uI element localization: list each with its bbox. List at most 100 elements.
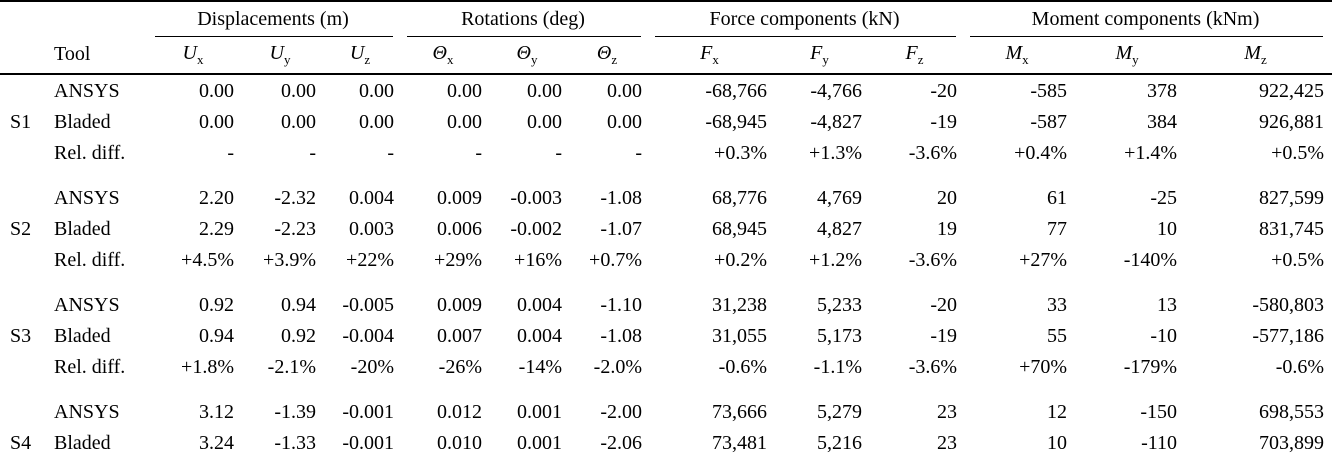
col-header-uy: Uy <box>242 37 324 75</box>
table-cell: 0.00 <box>199 110 234 133</box>
table-cell: 12 <box>1047 400 1068 423</box>
table-cell: - <box>387 141 394 164</box>
col-header-fy: Fy <box>775 37 870 75</box>
table-cell: -2.00 <box>600 400 642 423</box>
tool-cell: Rel. diff. <box>54 248 126 271</box>
tool-cell: Rel. diff. <box>54 355 126 378</box>
table-cell: +4.5% <box>181 248 234 271</box>
table-cell: 0.012 <box>437 400 482 423</box>
table-cell: -20 <box>930 79 958 102</box>
col-header-mx: Mx <box>965 37 1076 75</box>
table-cell: -1.39 <box>274 400 316 423</box>
tool-cell: Bladed <box>54 217 111 240</box>
group-header-row: Displacements (m) Rotations (deg) Force … <box>0 1 1332 37</box>
table-cell: -150 <box>1140 400 1178 423</box>
table-cell: 0.92 <box>199 293 234 316</box>
table-cell: -1.08 <box>600 324 642 347</box>
table-cell: 73,481 <box>712 431 767 454</box>
table-cell: 5,173 <box>817 324 862 347</box>
table-cell: -2.1% <box>267 355 316 378</box>
table-cell: -20% <box>350 355 394 378</box>
col-header-fz: Fz <box>870 37 966 75</box>
table-cell: +1.2% <box>809 248 862 271</box>
table-cell: -0.6% <box>718 355 767 378</box>
table-cell: 31,238 <box>712 293 767 316</box>
table-cell: -0.6% <box>1275 355 1325 378</box>
table-cell: 384 <box>1147 110 1178 133</box>
table-cell: 5,216 <box>817 431 862 454</box>
table-cell: - <box>227 141 234 164</box>
table-cell: - <box>475 141 482 164</box>
table-cell: 0.006 <box>437 217 482 240</box>
table-cell: 827,599 <box>1259 186 1325 209</box>
table-cell: -1.1% <box>813 355 862 378</box>
col-header-uz: Uz <box>324 37 402 75</box>
table-cell: -3.6% <box>908 141 958 164</box>
table-cell: +3.1% <box>870 459 965 465</box>
table-cell: 3.24 <box>199 431 234 454</box>
table-cell: 5,233 <box>817 293 862 316</box>
table-cell: -0.3% <box>650 459 775 465</box>
table-cell: -20% <box>490 459 570 465</box>
table-cell: 698,553 <box>1259 400 1325 423</box>
table-cell: 73,666 <box>712 400 767 423</box>
table-row: Rel. diff. +3.7% -4.4% -30% -22% -20% +2… <box>0 459 1332 465</box>
table-cell: +0.3% <box>714 141 767 164</box>
table-cell: 0.004 <box>517 293 562 316</box>
tool-cell: ANSYS <box>54 186 120 209</box>
group-header-moments: Moment components (kNm) <box>965 1 1332 37</box>
table-cell: 3.12 <box>199 400 234 423</box>
table-row: S3 ANSYS 0.92 0.94 -0.005 0.009 0.004 -1… <box>0 276 1332 347</box>
table-row: Rel. diff. +4.5% +3.9% +22% +29% +16% +0… <box>0 245 1332 276</box>
group-header-forces: Force components (kN) <box>650 1 965 37</box>
table-row: S1 ANSYS 0.00 0.00 0.00 0.00 0.00 0.00 -… <box>0 74 1332 133</box>
table-cell: 0.94 <box>281 293 316 316</box>
table-cell: 4,769 <box>817 186 862 209</box>
section-label: S2 <box>10 217 32 240</box>
table-cell: 703,899 <box>1259 431 1325 454</box>
table-row: Bladed 0.00 0.00 0.00 0.00 0.00 0.00 -68… <box>0 107 1332 138</box>
tool-cell: ANSYS <box>54 400 120 423</box>
table-cell: +70% <box>1019 355 1068 378</box>
table-cell: 926,881 <box>1259 110 1325 133</box>
table-cell: 68,945 <box>712 217 767 240</box>
table-cell: +22% <box>346 248 394 271</box>
table-cell: -68,945 <box>705 110 767 133</box>
table-cell: -20 <box>930 293 958 316</box>
table-cell: 77 <box>1047 217 1068 240</box>
section-label: S1 <box>10 110 32 133</box>
table-cell: 2.29 <box>199 217 234 240</box>
table-cell: -0.003 <box>510 186 562 209</box>
table-cell: -14% <box>518 355 562 378</box>
table-cell: 19 <box>937 217 958 240</box>
table-cell: 0.009 <box>437 293 482 316</box>
table-cell: -577,186 <box>1252 324 1325 347</box>
table-cell: +0.4% <box>1014 141 1068 164</box>
table-cell: 0.00 <box>527 79 562 102</box>
table-header: Displacements (m) Rotations (deg) Force … <box>0 1 1332 75</box>
tool-cell: Rel. diff. <box>48 459 150 465</box>
col-header-thetax: Θx <box>402 37 490 75</box>
table-cell: +3.9% <box>263 248 316 271</box>
table-cell: 0.001 <box>517 400 562 423</box>
table-cell: 33 <box>1047 293 1068 316</box>
table-cell: 0.00 <box>447 110 482 133</box>
table-cell: -110 <box>1141 431 1178 454</box>
table-cell: -17% <box>965 459 1075 465</box>
table-cell: +16% <box>514 248 562 271</box>
table-cell: 0.004 <box>517 324 562 347</box>
section-label: S4 <box>10 431 32 454</box>
table-cell: +27% <box>1019 248 1068 271</box>
col-header-thetaz: Θz <box>570 37 650 75</box>
table-cell: 0.00 <box>359 110 394 133</box>
group-header-rotations: Rotations (deg) <box>402 1 650 37</box>
table-cell: 831,745 <box>1259 217 1325 240</box>
table-cell: 68,776 <box>712 186 767 209</box>
table-cell: 0.009 <box>437 186 482 209</box>
table-row: Bladed 3.24 -1.33 -0.001 0.010 0.001 -2.… <box>0 428 1332 459</box>
table-cell: 0.00 <box>447 79 482 102</box>
table-cell: -19 <box>930 110 958 133</box>
table-cell: +3.7% <box>150 459 242 465</box>
table-cell: 13 <box>1157 293 1178 316</box>
